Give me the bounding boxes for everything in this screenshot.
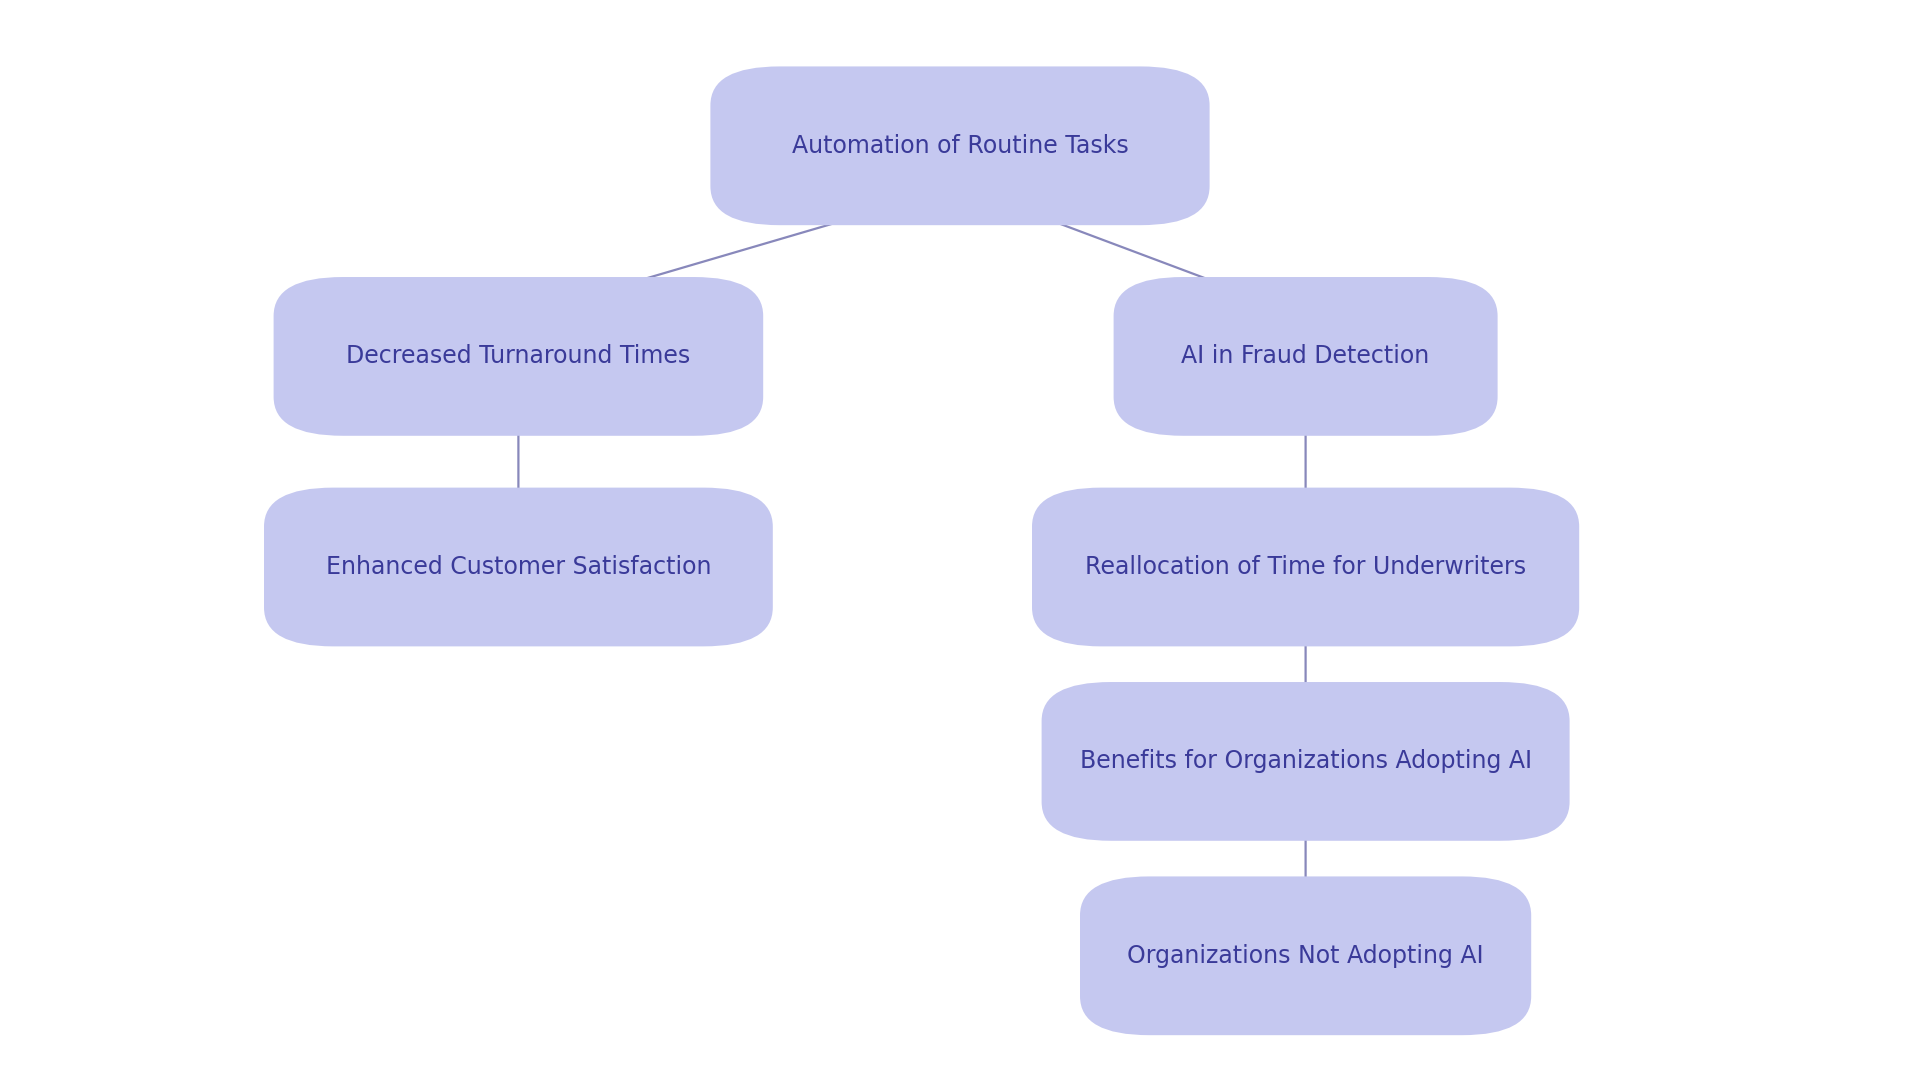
- FancyBboxPatch shape: [1041, 683, 1569, 840]
- FancyBboxPatch shape: [275, 276, 764, 435]
- FancyBboxPatch shape: [1033, 488, 1578, 646]
- FancyBboxPatch shape: [710, 66, 1210, 226]
- FancyBboxPatch shape: [265, 488, 772, 646]
- Text: Benefits for Organizations Adopting AI: Benefits for Organizations Adopting AI: [1079, 750, 1532, 773]
- Text: Reallocation of Time for Underwriters: Reallocation of Time for Underwriters: [1085, 555, 1526, 579]
- FancyBboxPatch shape: [1114, 276, 1498, 435]
- Text: Decreased Turnaround Times: Decreased Turnaround Times: [346, 345, 691, 368]
- Text: Organizations Not Adopting AI: Organizations Not Adopting AI: [1127, 944, 1484, 968]
- FancyBboxPatch shape: [1079, 877, 1532, 1035]
- Text: Automation of Routine Tasks: Automation of Routine Tasks: [791, 134, 1129, 158]
- Text: Enhanced Customer Satisfaction: Enhanced Customer Satisfaction: [326, 555, 710, 579]
- Text: AI in Fraud Detection: AI in Fraud Detection: [1181, 345, 1430, 368]
